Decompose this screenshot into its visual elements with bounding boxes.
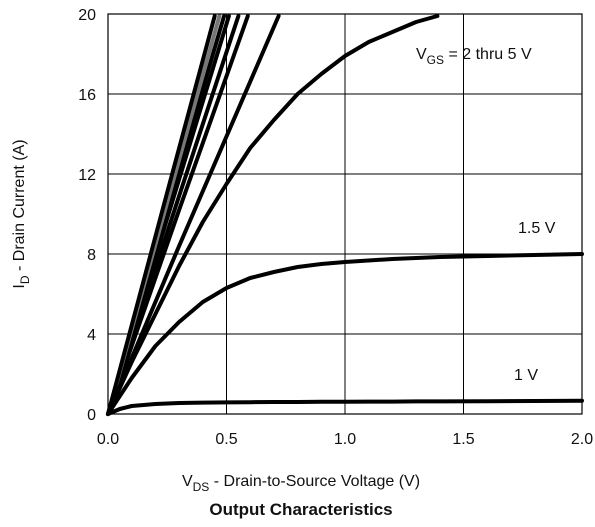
x-tick-label: 1.0 [334,431,356,448]
y-tick-labels: 0 4 8 12 16 20 [78,7,96,424]
y-tick-label: 16 [78,87,96,104]
x-tick-labels: 0.0 0.5 1.0 1.5 2.0 [97,431,593,448]
x-tick-label: 2.0 [571,431,593,448]
y-axis-label: ID - Drain Current (A) [11,139,32,288]
x-tick-label: 0.0 [97,431,119,448]
chart-title: Output Characteristics [209,500,392,519]
x-tick-label: 0.5 [215,431,237,448]
x-tick-label: 1.5 [452,431,474,448]
series-label-1-5v: 1.5 V [518,220,556,237]
y-tick-label: 20 [78,7,96,24]
series-line-3 [106,14,440,416]
series-label-1v: 1 V [514,367,538,384]
series-line-1 [106,398,584,416]
series-lines [106,14,584,416]
series-line-10 [106,14,281,416]
series-line-9 [106,14,217,416]
x-axis-label: VDS - Drain-to-Source Voltage (V) [182,473,420,494]
y-tick-label: 12 [78,167,96,184]
plot-frame [107,13,583,415]
y-tick-label: 0 [87,407,96,424]
y-tick-label: 8 [87,247,96,264]
series-line-2 [106,252,584,416]
series-label-vgs-2-thru-5: VGS = 2 thru 5 V [416,46,532,67]
y-tick-label: 4 [87,327,96,344]
